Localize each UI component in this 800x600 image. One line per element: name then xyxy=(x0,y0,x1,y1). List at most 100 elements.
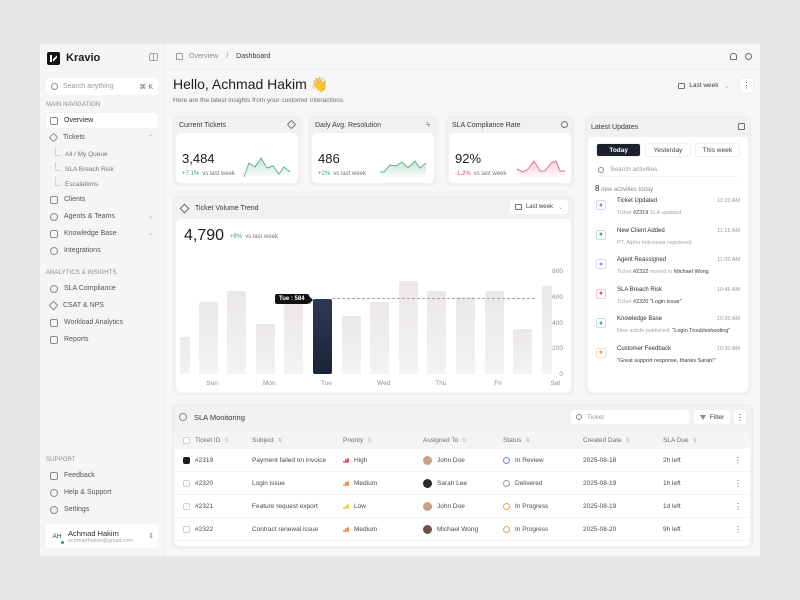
sidebar: Kravio Search anything ⌘ K MAIN NAVIGATI… xyxy=(40,44,165,556)
bar[interactable] xyxy=(198,301,218,374)
sidebar-subitem-sla-breach[interactable]: SLA Breach Risk xyxy=(46,162,158,177)
activity-item[interactable]: ● Customer Feedback 10:30 AM "Great supp… xyxy=(594,343,740,371)
activity-description: Ticket #2322 moved to Michael Wong xyxy=(617,269,709,275)
sidebar-item-reports[interactable]: Reports xyxy=(46,332,158,347)
search-placeholder: Search anything xyxy=(63,83,114,90)
gauge-icon xyxy=(179,413,187,421)
ticket-search-input[interactable]: Ticket xyxy=(571,410,689,424)
column-header[interactable]: Created Date ⇅ xyxy=(583,437,631,444)
sort-icon[interactable]: ⇅ xyxy=(367,437,372,444)
y-axis-label: 600 xyxy=(552,293,563,301)
row-more-button[interactable]: ⋮ xyxy=(734,478,742,488)
more-options-button[interactable]: ⋮ xyxy=(739,77,754,94)
card-title: SLA Monitoring xyxy=(194,412,245,422)
sidebar-item-sla-compliance[interactable]: SLA Compliance xyxy=(46,281,158,296)
bar[interactable] xyxy=(180,336,190,374)
tab-yesterday[interactable]: Yesterday xyxy=(645,143,691,157)
ticket-id: #2320 xyxy=(195,479,214,487)
activity-item[interactable]: ● Agent Reassigned 11:00 AM Ticket #2322… xyxy=(594,254,740,282)
activity-item[interactable]: ● SLA Breach Risk 10:45 AM Ticket #2320 … xyxy=(594,284,740,312)
bar[interactable] xyxy=(398,281,418,374)
status-badge: In Review xyxy=(515,456,544,464)
sidebar-item-integrations[interactable]: Integrations xyxy=(46,243,158,258)
bar[interactable] xyxy=(284,301,304,374)
row-checkbox[interactable] xyxy=(183,502,190,510)
bar[interactable] xyxy=(484,290,504,374)
table-row[interactable]: #2319 Payment failed on invoice High Joh… xyxy=(175,449,750,472)
table-row[interactable]: #2320 Login issue Medium Sarah Lee Deliv… xyxy=(175,472,750,495)
sidebar-item-clients[interactable]: Clients xyxy=(46,192,158,207)
select-all-checkbox[interactable] xyxy=(183,437,190,444)
activity-description: Ticket #2320 "Login issue" xyxy=(617,298,682,305)
gauge-icon xyxy=(50,284,58,293)
activity-item[interactable]: ● Ticket Updated 11:20 AM Ticket #2319 S… xyxy=(594,195,740,223)
row-more-button[interactable]: ⋮ xyxy=(734,455,742,465)
bar[interactable] xyxy=(370,301,390,374)
table-row[interactable]: #2321 Feature request export Low John Do… xyxy=(175,495,750,518)
trend-range-dropdown[interactable]: Last week ⌄ xyxy=(509,200,568,214)
activity-item[interactable]: ● New Client Added 11:15 AM PT. Alpha In… xyxy=(594,225,740,253)
sidebar-subitem-escalations[interactable]: Escalations xyxy=(46,177,158,192)
bar[interactable] xyxy=(427,290,447,374)
sort-icon[interactable]: ⇅ xyxy=(625,437,631,444)
table-row[interactable]: #2322 Contract renewal issue Medium Mich… xyxy=(175,518,750,541)
bar[interactable] xyxy=(341,316,361,374)
row-checkbox[interactable] xyxy=(183,456,190,464)
bar[interactable] xyxy=(455,296,475,374)
sidebar-item-feedback[interactable]: Feedback xyxy=(46,468,158,483)
sidebar-toggle-icon[interactable] xyxy=(149,53,158,61)
sidebar-item-workload-analytics[interactable]: Workload Analytics xyxy=(46,315,158,330)
user-switcher[interactable]: AH Achmad Hakim achmadhakim@gmail.com ⇕ xyxy=(46,524,158,548)
delta-value: +2% xyxy=(318,171,331,177)
sort-icon[interactable]: ⇅ xyxy=(692,437,698,444)
nav-label: Reports xyxy=(64,336,89,343)
sidebar-item-overview[interactable]: Overview xyxy=(46,113,158,128)
bar[interactable] xyxy=(255,323,275,374)
row-checkbox[interactable] xyxy=(183,479,190,487)
sidebar-item-agents-teams[interactable]: Agents & Teams ⌄ xyxy=(46,209,158,224)
row-checkbox[interactable] xyxy=(183,525,190,533)
column-header[interactable]: Ticket ID ⇅ xyxy=(183,437,229,444)
activity-time: 11:15 AM xyxy=(717,227,740,234)
sidebar-subitem-all-queue[interactable]: All / My Queue xyxy=(46,147,158,162)
activity-search-input[interactable]: Search activities xyxy=(598,163,738,177)
bar[interactable] xyxy=(541,286,552,374)
status-icon xyxy=(503,479,510,487)
bar-highlighted[interactable] xyxy=(312,298,332,374)
sort-icon[interactable]: ⇅ xyxy=(277,437,283,444)
status-icon xyxy=(503,525,510,533)
bar[interactable] xyxy=(227,290,247,374)
sort-icon[interactable]: ⇅ xyxy=(462,437,467,444)
tab-this-week[interactable]: This week xyxy=(694,143,740,157)
sort-icon[interactable]: ⇅ xyxy=(525,437,531,444)
filter-button[interactable]: Filter xyxy=(694,410,730,424)
table-more-button[interactable]: ⋮ xyxy=(734,410,746,424)
row-more-button[interactable]: ⋮ xyxy=(734,524,742,534)
sidebar-search-input[interactable]: Search anything ⌘ K xyxy=(46,78,158,95)
sidebar-item-tickets[interactable]: Tickets ⌃ xyxy=(46,130,158,145)
sidebar-item-knowledge-base[interactable]: Knowledge Base ⌄ xyxy=(46,226,158,241)
column-header[interactable]: Assigned To ⇅ xyxy=(423,437,467,444)
column-header[interactable]: Priority ⇅ xyxy=(343,437,372,444)
column-header[interactable]: SLA Due ⇅ xyxy=(663,437,698,444)
gear-icon[interactable] xyxy=(745,53,752,60)
column-header[interactable]: Subject ⇅ xyxy=(252,437,283,444)
bell-icon[interactable] xyxy=(730,53,737,60)
activity-description: "Great support response, thanks Sarah!" xyxy=(617,357,716,364)
breadcrumb-overview[interactable]: Overview xyxy=(189,53,219,60)
sla-due: 1d left xyxy=(663,502,681,510)
date-range-dropdown[interactable]: Last week ⌄ xyxy=(674,78,734,93)
sidebar-item-settings[interactable]: Settings xyxy=(46,502,158,517)
row-more-button[interactable]: ⋮ xyxy=(734,501,742,511)
tab-today[interactable]: Today xyxy=(596,143,642,157)
bar[interactable] xyxy=(513,328,533,374)
sort-icon[interactable]: ⇅ xyxy=(224,437,230,444)
nav-label: CSAT & NPS xyxy=(63,302,104,309)
sidebar-item-csat-nps[interactable]: CSAT & NPS xyxy=(46,298,158,313)
count-label: new activities today xyxy=(601,187,654,193)
sidebar-item-help-support[interactable]: Help & Support xyxy=(46,485,158,500)
activity-item[interactable]: ● Knowledge Base 10:30 AM New article pu… xyxy=(594,313,740,341)
x-axis-label: Thu xyxy=(435,380,447,387)
column-header[interactable]: Status ⇅ xyxy=(503,437,531,444)
brand: Kravio xyxy=(46,44,158,72)
